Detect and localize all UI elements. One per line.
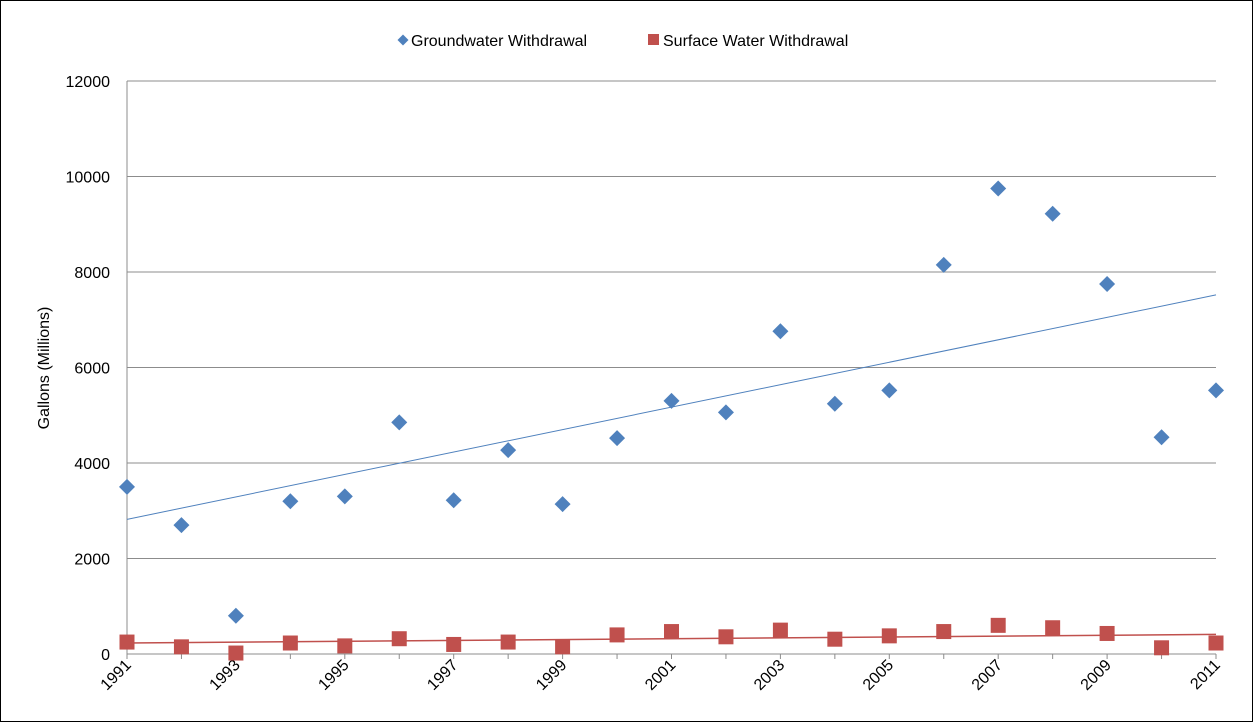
x-tick-label: 1997: [424, 657, 461, 694]
x-tick-label: 1993: [207, 657, 244, 694]
surface-water-point: [391, 631, 407, 647]
surface-water-point: [446, 636, 462, 652]
gridlines: [127, 80, 1216, 559]
groundwater-point: [173, 517, 190, 534]
y-axis-tick-labels: 0 2000 4000 6000 8000 10000 12000: [66, 74, 111, 664]
x-tick-label: 1999: [533, 657, 570, 694]
surface-water-point: [337, 638, 353, 654]
x-tick-label: 2003: [751, 657, 788, 694]
surface-water-point: [228, 645, 244, 661]
surface-water-point: [500, 634, 516, 650]
x-tick-label: 2005: [860, 657, 897, 694]
groundwater-point: [1044, 205, 1061, 222]
surface-water-point: [718, 629, 734, 645]
surface-water-point: [664, 624, 679, 640]
groundwater-point: [1153, 429, 1170, 446]
x-tick-label: 2007: [969, 657, 1006, 694]
y-tick-label: 4000: [74, 456, 110, 473]
surface-water-point: [881, 628, 897, 644]
groundwater-point: [881, 382, 898, 399]
surface-water-point: [990, 617, 1006, 633]
surface-water-point: [609, 627, 625, 643]
surface-water-point: [1099, 625, 1115, 641]
data-points: [119, 180, 1224, 661]
surface-water-point: [119, 634, 135, 650]
legend-marker-groundwater: [397, 34, 409, 46]
surface-water-point: [772, 622, 788, 638]
surface-water-point: [936, 624, 952, 640]
groundwater-point: [119, 478, 135, 495]
surface-water-point: [282, 635, 298, 651]
y-tick-label: 2000: [74, 552, 110, 569]
legend-label-groundwater: Groundwater Withdrawal: [411, 33, 587, 50]
surface-water-point: [1208, 635, 1224, 651]
surface-water-point: [1154, 640, 1170, 656]
y-tick-label: 10000: [66, 170, 111, 187]
groundwater-point: [554, 496, 571, 513]
groundwater-point: [935, 256, 952, 273]
surface-water-point: [555, 639, 571, 655]
x-tick-label: 2009: [1078, 657, 1115, 694]
groundwater-point: [663, 392, 680, 409]
surface-water-point: [173, 639, 189, 655]
groundwater-point: [826, 395, 843, 412]
legend-label-surface-water: Surface Water Withdrawal: [663, 33, 848, 50]
groundwater-point: [1099, 275, 1116, 292]
legend-marker-surface-water: [648, 34, 659, 45]
x-tick-label: 2001: [642, 657, 679, 694]
groundwater-point: [717, 404, 734, 421]
groundwater-point: [500, 442, 517, 459]
axes: [126, 81, 1217, 659]
groundwater-point: [336, 488, 353, 505]
y-tick-label: 6000: [74, 361, 110, 378]
x-tick-label: 1995: [315, 657, 352, 694]
y-axis-title: Gallons (Millions): [36, 307, 53, 430]
y-tick-label: 12000: [66, 74, 111, 91]
groundwater-point: [227, 607, 244, 624]
x-tick-label: 2011: [1187, 657, 1223, 693]
x-axis-tick-labels: 1991 1993 1995 1997 1999 2001 2003 2005 2007 2009…: [98, 657, 1224, 694]
surface-water-point: [827, 631, 843, 647]
legend: Groundwater Withdrawal Surface Water Wit…: [397, 33, 848, 50]
groundwater-point: [391, 414, 408, 431]
groundwater-point: [445, 492, 462, 509]
groundwater-point: [1208, 382, 1224, 399]
surface-water-point: [1045, 620, 1061, 636]
groundwater-point: [282, 493, 299, 510]
trendlines: [126, 294, 1217, 644]
groundwater-point: [990, 180, 1007, 197]
y-tick-label: 8000: [74, 265, 110, 282]
groundwater-point: [772, 323, 789, 340]
y-tick-label: 0: [101, 647, 110, 664]
groundwater-point: [609, 430, 626, 447]
